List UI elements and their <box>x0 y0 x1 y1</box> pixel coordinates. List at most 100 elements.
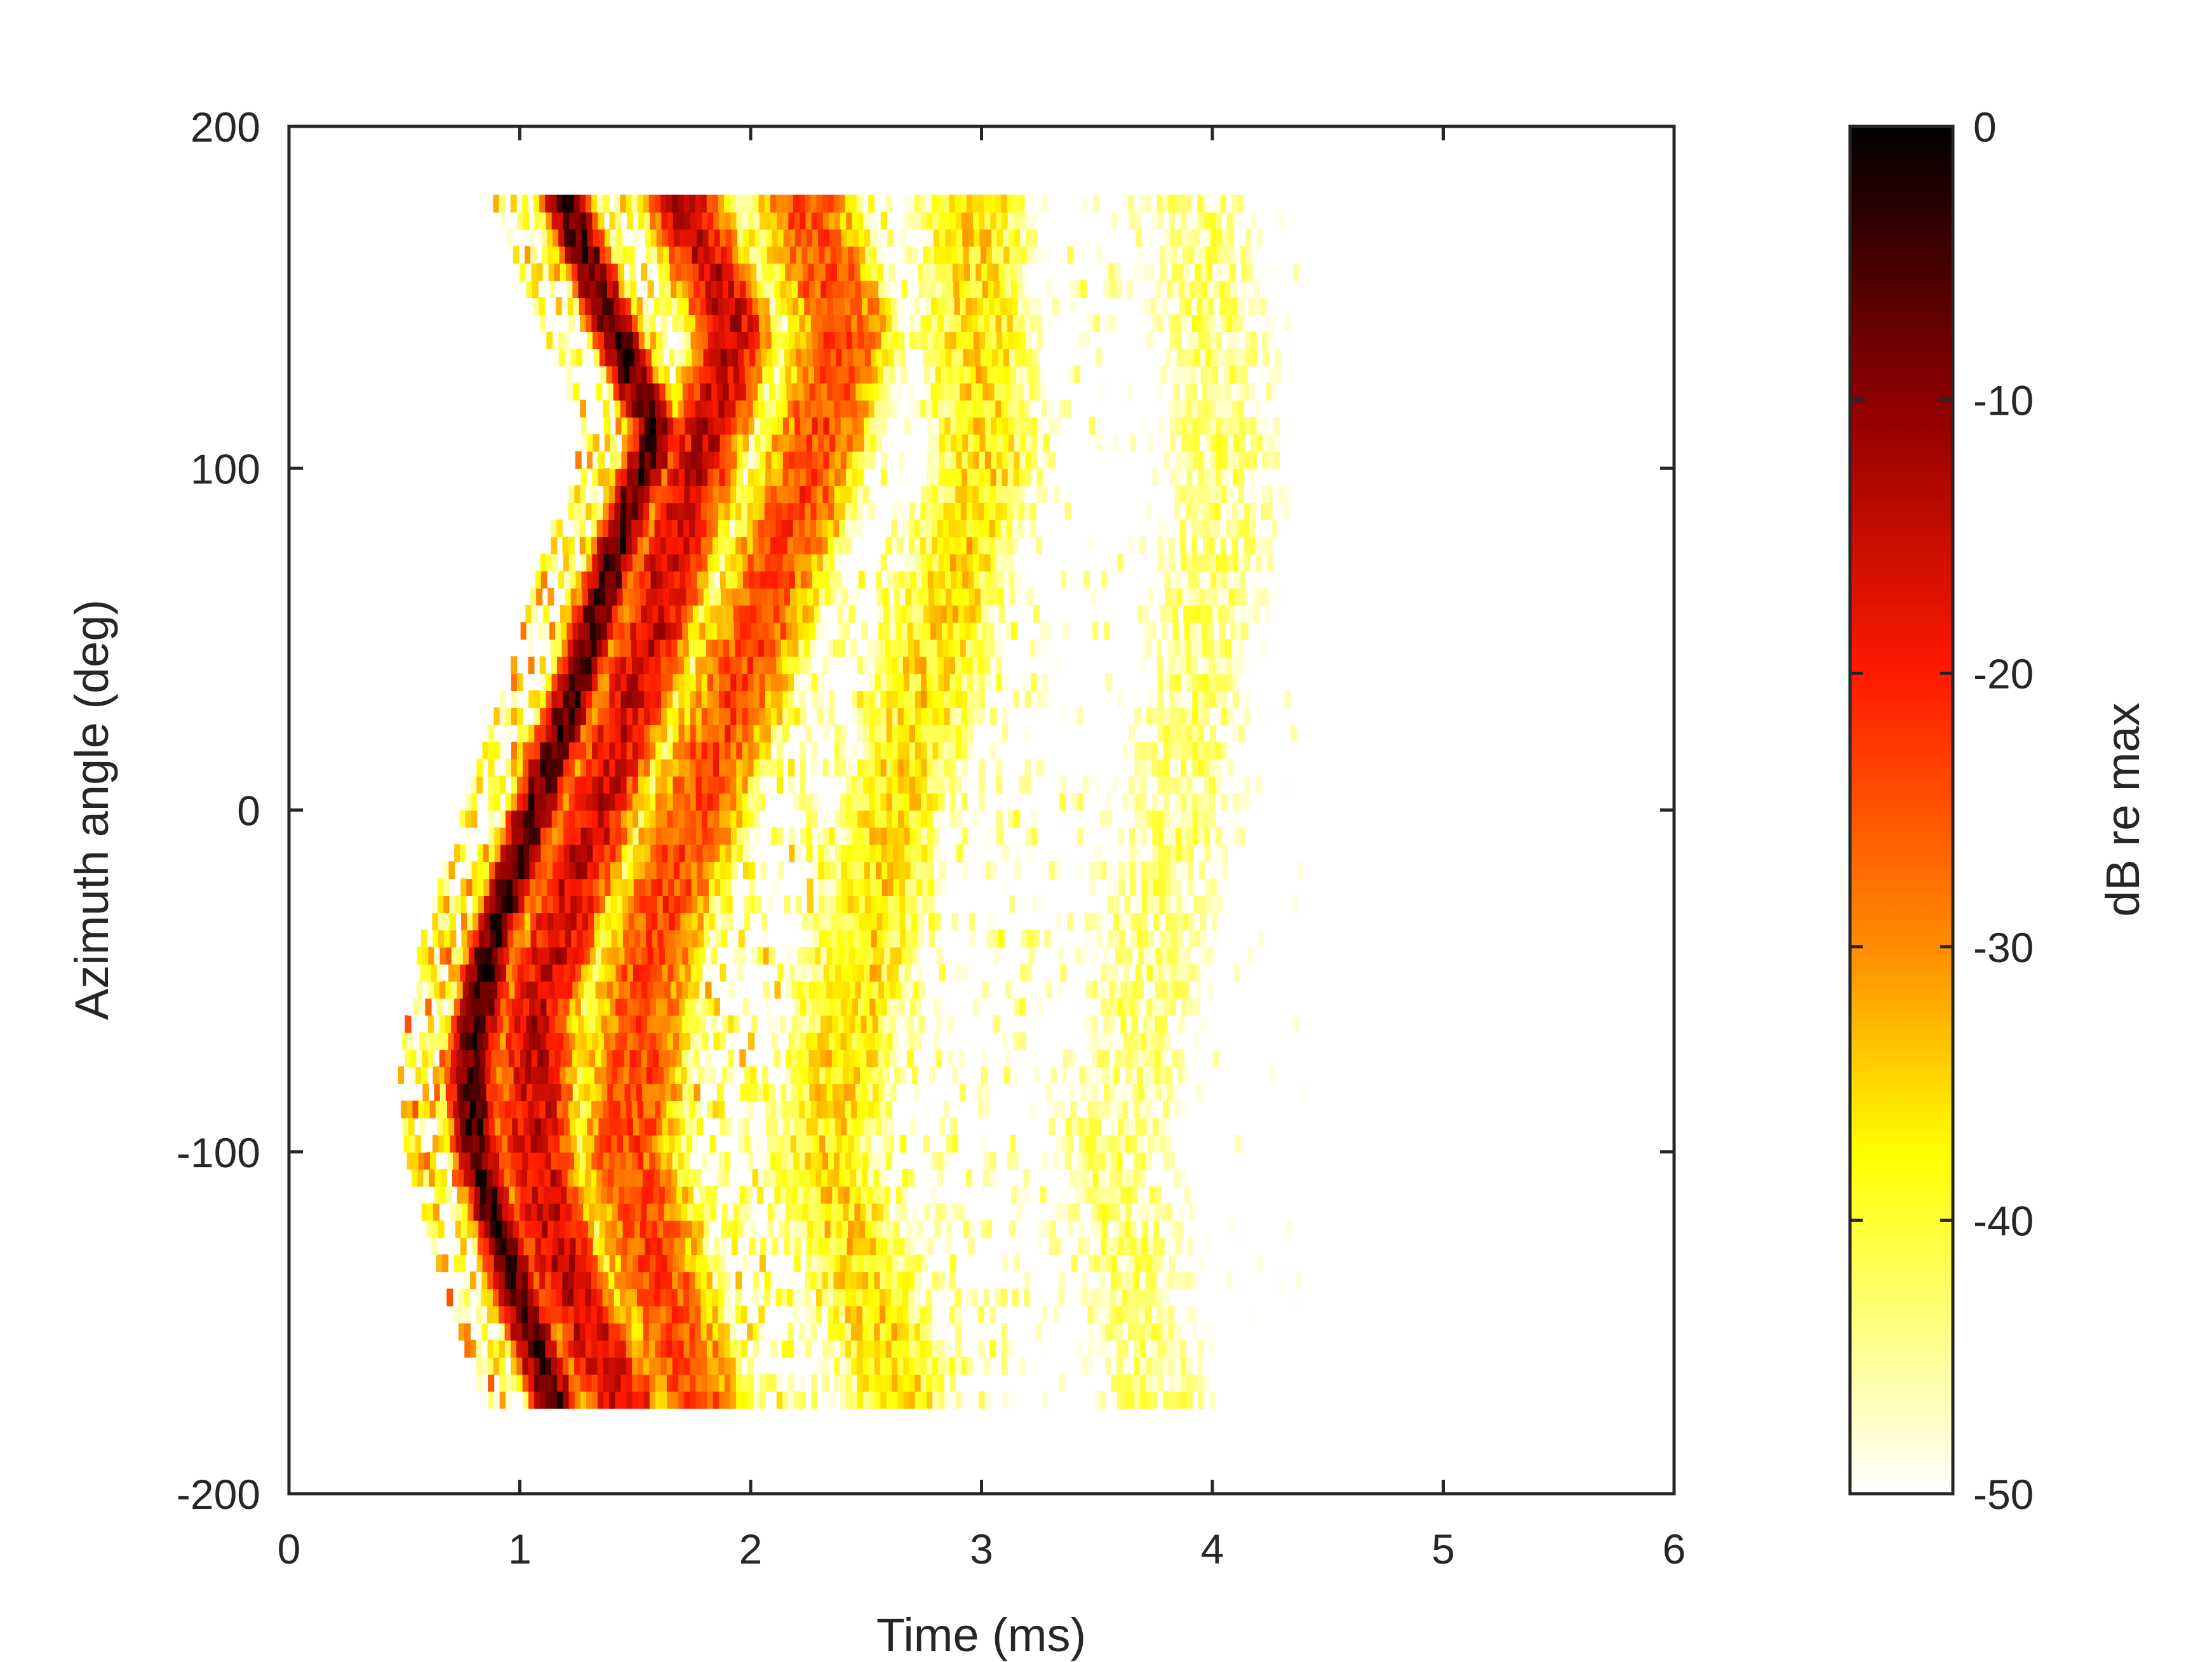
heatmap-cell <box>857 741 864 760</box>
heatmap-cell <box>572 1083 579 1102</box>
heatmap-cell <box>904 553 911 572</box>
heatmap-cell <box>847 878 854 897</box>
heatmap-cell <box>849 1083 857 1102</box>
heatmap-cell <box>543 1186 551 1204</box>
heatmap-cell <box>841 1237 848 1256</box>
heatmap-cell <box>718 1305 725 1324</box>
heatmap-cell <box>902 1305 909 1324</box>
heatmap-cell <box>935 1015 942 1033</box>
heatmap-cell <box>685 895 693 913</box>
heatmap-cell <box>770 1101 777 1118</box>
heatmap-cell <box>922 861 928 880</box>
heatmap-cell <box>586 724 593 742</box>
heatmap-cell <box>512 1237 519 1256</box>
heatmap-cell <box>928 1066 936 1085</box>
heatmap-cell <box>443 861 450 880</box>
heatmap-cell <box>1151 707 1158 725</box>
heatmap-cell <box>892 998 899 1016</box>
heatmap-cell <box>684 1254 691 1273</box>
heatmap-cell <box>998 929 1005 948</box>
heatmap-cell <box>1163 1391 1170 1409</box>
heatmap-cell <box>854 929 861 948</box>
heatmap-cell <box>568 1151 575 1170</box>
heatmap-cell <box>864 998 871 1016</box>
heatmap-cell <box>505 1151 512 1170</box>
heatmap-cell <box>1040 622 1047 640</box>
heatmap-cell <box>434 946 441 965</box>
heatmap-cell <box>747 758 754 777</box>
heatmap-cell <box>757 946 764 965</box>
heatmap-cell <box>865 929 872 948</box>
heatmap-cell <box>580 1391 587 1409</box>
heatmap-cell <box>923 587 930 606</box>
heatmap-cell <box>1134 1032 1142 1050</box>
heatmap-cell <box>666 1289 673 1306</box>
heatmap-cell <box>1111 1374 1118 1392</box>
heatmap-cell <box>1223 605 1231 623</box>
heatmap-cell <box>949 1271 956 1290</box>
heatmap-cell <box>629 1049 636 1068</box>
heatmap-cell <box>1211 912 1218 930</box>
heatmap-cell <box>608 1101 615 1118</box>
heatmap-cell <box>702 1237 709 1256</box>
heatmap-cell <box>655 1032 662 1050</box>
heatmap-cell <box>464 1339 471 1358</box>
heatmap-cell <box>759 1391 766 1409</box>
heatmap-cell <box>1174 775 1182 794</box>
heatmap-cell <box>1125 929 1132 948</box>
heatmap-cell <box>695 1374 702 1392</box>
heatmap-cell <box>869 844 876 862</box>
heatmap-cell <box>927 1237 934 1256</box>
heatmap-cell <box>532 1083 539 1102</box>
heatmap-cell <box>1115 1083 1122 1102</box>
heatmap-cell <box>626 810 633 828</box>
heatmap-cell <box>517 1254 524 1273</box>
heatmap-cell <box>1096 1066 1103 1085</box>
heatmap-cell <box>1198 793 1205 811</box>
heatmap-cell <box>632 724 639 742</box>
heatmap-cell <box>840 793 847 811</box>
heatmap-cell <box>657 1066 664 1085</box>
heatmap-cell <box>627 1237 634 1256</box>
heatmap-cell <box>1174 1101 1181 1118</box>
heatmap-cell <box>575 963 582 982</box>
heatmap-cell <box>808 981 816 999</box>
heatmap-cell <box>1099 1339 1106 1358</box>
heatmap-cell <box>915 775 922 794</box>
heatmap-cell <box>519 1203 526 1221</box>
heatmap-cell <box>667 861 674 880</box>
heatmap-cell <box>1215 707 1222 725</box>
heatmap-cell <box>1200 605 1207 623</box>
heatmap-cell <box>445 1015 452 1033</box>
heatmap-cell <box>450 1203 457 1221</box>
heatmap-cell <box>927 690 934 709</box>
heatmap-cell <box>974 570 981 589</box>
heatmap-cell <box>644 810 651 828</box>
heatmap-cell <box>730 758 737 777</box>
heatmap-cell <box>953 622 960 640</box>
heatmap-cell <box>786 1186 793 1204</box>
heatmap-cell <box>688 1186 695 1204</box>
heatmap-cell <box>882 912 889 930</box>
heatmap-cell <box>943 656 950 674</box>
heatmap-cell <box>848 605 855 623</box>
heatmap-cell <box>821 1169 828 1187</box>
heatmap-cell <box>667 758 674 777</box>
heatmap-cell <box>995 639 1002 657</box>
heatmap-cell <box>892 827 899 845</box>
heatmap-cell <box>688 1083 695 1102</box>
heatmap-cell <box>899 1220 906 1238</box>
heatmap-cell <box>916 895 923 913</box>
heatmap-cell <box>1150 981 1156 999</box>
heatmap-cell <box>1165 912 1172 930</box>
heatmap-cell <box>556 1151 563 1170</box>
heatmap-cell <box>646 929 653 948</box>
heatmap-cell <box>477 844 484 862</box>
heatmap-cell <box>903 707 910 725</box>
heatmap-cell <box>610 1117 617 1136</box>
heatmap-cell <box>620 1151 627 1170</box>
heatmap-cell <box>629 1015 637 1033</box>
heatmap-cell <box>481 1101 488 1118</box>
heatmap-cell <box>621 963 628 982</box>
heatmap-cell <box>1024 1271 1031 1290</box>
